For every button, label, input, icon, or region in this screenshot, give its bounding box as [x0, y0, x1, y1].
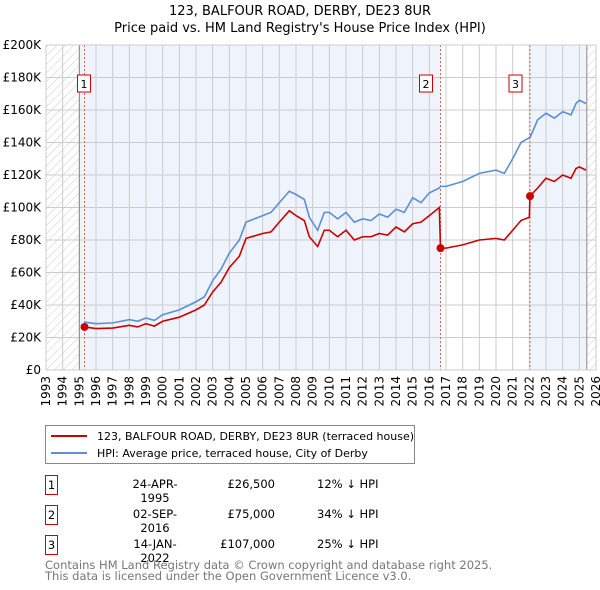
footer-line: Contains HM Land Registry data © Crown c…	[45, 558, 493, 572]
sale-point	[526, 192, 534, 201]
x-tick-label: 2009	[306, 376, 320, 407]
x-tick-label: 2026	[589, 376, 600, 407]
x-tick-label: 2012	[356, 376, 370, 407]
y-tick-label: £180K	[3, 71, 43, 85]
y-tick-label: £160K	[3, 103, 43, 117]
sale-hpi-diff: 12% ↓ HPI	[317, 477, 379, 491]
x-tick-label: 1994	[56, 376, 70, 407]
sale-date: 14-JAN-2022	[133, 537, 177, 565]
x-tick-label: 1999	[139, 376, 153, 407]
x-tick-label: 2001	[172, 376, 186, 407]
x-tick-label: 2003	[206, 376, 220, 407]
sale-label: 3	[512, 78, 519, 91]
x-tick-label: 2008	[289, 376, 303, 407]
y-tick-label: £100K	[3, 201, 43, 215]
x-tick-label: 2004	[222, 376, 236, 407]
x-tick-label: 2007	[272, 376, 286, 407]
x-tick-label: 2016	[422, 376, 436, 407]
y-tick-label: £60K	[10, 266, 42, 280]
legend: 123, BALFOUR ROAD, DERBY, DE23 8UR (terr…	[45, 425, 415, 464]
sale-point	[436, 244, 445, 253]
series-line	[84, 165, 587, 330]
plot-border	[45, 44, 597, 371]
x-tick-label: 2010	[322, 376, 336, 407]
legend-item-hpi: HPI: Average price, terraced house, City…	[51, 445, 368, 461]
sale-price: £26,500	[227, 477, 275, 491]
sale-row: 1 24-APR-1995 £26,500 12% ↓ HPI	[45, 475, 445, 505]
legend-label: 123, BALFOUR ROAD, DERBY, DE23 8UR (terr…	[97, 429, 415, 443]
sale-row: 3 14-JAN-2022 £107,000 25% ↓ HPI	[45, 535, 445, 565]
sale-point	[80, 322, 89, 331]
chart-subtitle: Price paid vs. HM Land Registry's House …	[114, 21, 486, 36]
sale-price: £75,000	[227, 507, 275, 521]
legend-line-red	[51, 435, 87, 437]
y-tick-label: £140K	[3, 136, 43, 150]
footer: Contains HM Land Registry data © Crown c…	[45, 558, 493, 583]
x-tick-label: 2021	[506, 376, 520, 407]
y-tick-label: £40K	[10, 298, 42, 312]
x-tick-label: 2019	[472, 376, 486, 407]
footer-line: This data is licensed under the Open Gov…	[45, 569, 412, 583]
legend-line-blue	[51, 452, 87, 454]
y-tick-label: £0	[26, 363, 41, 377]
sale-label-box	[508, 74, 523, 93]
sale-label-box	[77, 74, 91, 93]
sale-hpi-diff: 25% ↓ HPI	[317, 537, 379, 551]
x-tick-label: 2025	[572, 376, 586, 407]
x-tick-label: 2018	[456, 376, 470, 407]
x-tick-label: 2014	[389, 376, 403, 407]
x-tick-label: 2017	[439, 376, 453, 407]
sale-marker: 1	[45, 475, 58, 495]
x-tick-label: 2015	[406, 376, 420, 407]
y-tick-label: £80K	[10, 233, 42, 247]
sale-marker: 3	[45, 535, 58, 555]
sale-label: 1	[81, 78, 88, 91]
series-line	[84, 99, 587, 325]
x-tick-label: 1996	[89, 376, 103, 407]
y-tick-label: £200K	[3, 38, 43, 52]
sale-row: 2 02-SEP-2016 £75,000 34% ↓ HPI	[45, 505, 445, 535]
sale-marker: 2	[45, 505, 58, 525]
sale-price: £107,000	[220, 537, 275, 551]
y-tick-label: £120K	[3, 168, 43, 182]
x-tick-label: 2020	[489, 376, 503, 407]
x-tick-label: 2002	[189, 376, 203, 407]
legend-label: HPI: Average price, terraced house, City…	[97, 446, 368, 460]
x-tick-label: 2000	[156, 376, 170, 407]
legend-item-property: 123, BALFOUR ROAD, DERBY, DE23 8UR (terr…	[51, 428, 414, 444]
x-tick-label: 2022	[522, 376, 536, 407]
x-tick-label: 1995	[72, 376, 86, 407]
x-tick-label: 1993	[39, 376, 53, 407]
sale-hpi-diff: 34% ↓ HPI	[317, 507, 379, 521]
x-tick-label: 1997	[106, 376, 120, 407]
x-tick-label: 2013	[372, 376, 386, 407]
x-tick-label: 2024	[556, 376, 570, 407]
x-tick-label: 2011	[339, 376, 353, 407]
sale-date: 02-SEP-2016	[132, 507, 178, 535]
chart-title: 123, BALFOUR ROAD, DERBY, DE23 8UR	[168, 4, 432, 19]
sale-label: 2	[423, 78, 430, 91]
x-tick-label: 2005	[239, 376, 253, 407]
y-tick-label: £20K	[10, 331, 42, 345]
sale-label-box	[419, 74, 433, 93]
x-tick-label: 1998	[122, 376, 136, 407]
x-tick-label: 2023	[539, 376, 553, 407]
price-chart: £0 £20K £40K £60K £80K £100K £120K £140K £160K £1…	[3, 38, 600, 407]
sale-date: 24-APR-1995	[132, 477, 178, 505]
x-tick-label: 2006	[256, 376, 270, 407]
